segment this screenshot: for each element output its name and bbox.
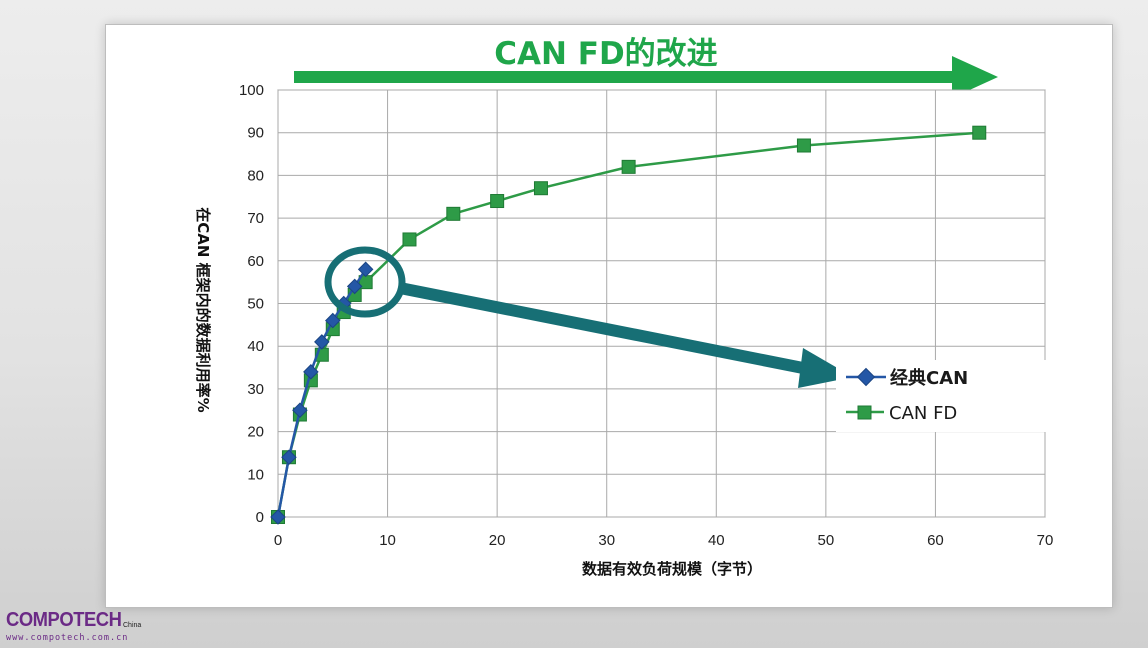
y-tick-labels: 0 10 20 30 40 50 60 70 80 90 100 [239,82,264,526]
data-point [533,181,548,196]
improvement-arrow [294,56,998,98]
y-tick-label: 40 [247,338,264,355]
y-axis-title: 在CAN 框架内的数据利用率% [194,207,212,412]
data-point [357,261,374,278]
y-tick-label: 30 [247,381,264,398]
y-tick-label: 10 [247,466,264,483]
data-point [402,232,417,247]
legend: 经典CAN CAN FD [836,360,1046,432]
y-tick-label: 60 [247,253,264,270]
x-tick-label: 50 [818,532,835,549]
chart-headline: CAN FD的改进 [494,36,717,72]
legend-diamond-marker [856,367,876,387]
y-tick-label: 50 [247,296,264,313]
y-tick-label: 70 [247,210,264,227]
callout-arrow-shaft [398,282,810,375]
x-tick-label: 10 [379,532,396,549]
x-tick-label: 0 [274,532,282,549]
logo-wordmark: COMPOTECH [6,609,122,631]
y-tick-label: 80 [247,167,264,184]
data-point [281,449,297,465]
x-tick-labels: 0 10 20 30 40 50 60 70 [274,532,1054,549]
x-tick-label: 40 [708,532,725,549]
legend-item-can-fd: CAN FD [846,403,957,424]
data-point [325,312,341,329]
data-point [303,364,319,380]
data-point [796,138,811,153]
y-tick-label: 20 [247,424,264,441]
data-point [446,206,461,221]
x-axis-title: 数据有效负荷规模（字节） [582,560,762,578]
legend-label-can-fd: CAN FD [889,403,957,424]
y-tick-label: 0 [256,509,264,526]
series-classic-can [270,261,374,525]
x-tick-label: 30 [598,532,615,549]
x-tick-label: 60 [927,532,944,549]
data-point [292,402,308,419]
data-point [972,125,987,140]
data-point [490,194,505,209]
x-tick-label: 70 [1037,532,1054,549]
legend-square-marker [857,405,872,420]
compotech-logo: COMPOTECH China www.compotech.com.cn [6,609,148,645]
data-point [621,159,636,174]
x-tick-label: 20 [489,532,506,549]
grid [277,89,1046,518]
logo-superscript: China [123,622,142,629]
data-point [346,278,363,295]
y-tick-label: 90 [247,125,264,142]
y-tick-label: 100 [239,82,264,99]
legend-label-classic-can: 经典CAN [890,367,968,389]
legend-item-classic-can: 经典CAN [846,367,968,389]
logo-url: www.compotech.com.cn [6,633,129,643]
series-layer [270,125,987,525]
data-point [314,334,330,350]
data-point [270,509,286,525]
callout-circle [324,246,406,318]
